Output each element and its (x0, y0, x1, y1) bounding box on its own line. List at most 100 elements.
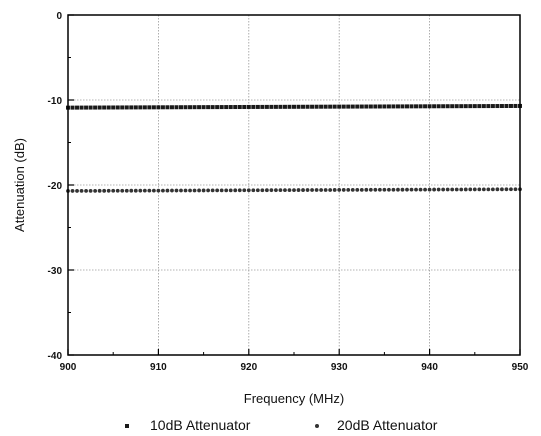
data-point-10db (120, 105, 125, 110)
data-point-10db (215, 105, 220, 110)
y-tick-label: -10 (48, 96, 63, 107)
data-point-10db (499, 104, 504, 109)
data-point-20db (215, 188, 220, 193)
data-point-10db (377, 104, 382, 109)
data-point-20db (468, 187, 473, 192)
data-point-20db (355, 187, 360, 192)
data-point-20db (373, 187, 378, 192)
data-point-10db (97, 105, 102, 110)
data-point-10db (282, 104, 287, 109)
data-point-20db (170, 188, 174, 193)
data-point-20db (188, 188, 192, 193)
data-point-10db (147, 105, 152, 110)
data-point-20db (450, 187, 455, 192)
data-point-20db (115, 188, 120, 193)
data-point-20db (219, 188, 224, 193)
data-point-20db (242, 188, 247, 193)
data-point-10db (454, 104, 459, 109)
legend-label-20db: 20dB Attenuator (337, 417, 438, 433)
data-point-20db (436, 187, 441, 192)
data-point-20db (192, 188, 197, 193)
legend-label-10db: 10dB Attenuator (150, 417, 251, 433)
data-point-10db (260, 104, 265, 109)
data-point-10db (75, 105, 80, 110)
data-point-20db (84, 188, 88, 193)
data-point-10db (337, 104, 342, 109)
x-tick-label: 920 (240, 362, 257, 373)
data-point-20db (463, 187, 468, 192)
data-point-20db (427, 187, 432, 192)
x-tick-label: 930 (331, 362, 348, 373)
data-point-10db (296, 104, 301, 109)
data-point-10db (84, 105, 89, 110)
data-point-20db (346, 187, 351, 192)
data-point-20db (400, 187, 405, 192)
data-point-20db (391, 187, 396, 192)
data-point-10db (292, 104, 296, 109)
data-point-10db (151, 105, 156, 110)
data-point-10db (459, 104, 464, 109)
data-point-10db (210, 105, 215, 110)
data-point-10db (355, 104, 360, 109)
data-point-10db (169, 105, 174, 110)
data-point-20db (441, 187, 446, 192)
data-point-10db (115, 105, 120, 110)
data-point-20db (179, 188, 183, 193)
data-point-10db (513, 103, 518, 108)
data-point-10db (106, 105, 111, 110)
data-point-10db (346, 104, 351, 109)
data-point-10db (264, 104, 269, 109)
legend-marker-10db (125, 424, 129, 428)
data-point-20db (251, 188, 256, 193)
data-point-20db (337, 188, 342, 192)
data-point-20db (292, 188, 296, 193)
data-point-20db (287, 188, 292, 193)
x-tick-label: 900 (60, 362, 77, 373)
data-point-10db (364, 104, 369, 109)
data-point-10db (224, 105, 229, 110)
data-point-10db (391, 104, 396, 109)
data-point-10db (197, 105, 202, 110)
legend: 10dB Attenuator 20dB Attenuator (125, 417, 438, 433)
data-point-20db (459, 187, 464, 192)
data-point-10db (79, 105, 84, 110)
data-point-20db (350, 187, 355, 192)
data-point-20db (264, 188, 269, 193)
data-point-20db (133, 188, 138, 193)
data-point-10db (405, 104, 409, 109)
data-point-10db (445, 104, 450, 109)
data-point-20db (296, 188, 301, 192)
data-point-20db (75, 189, 79, 193)
data-point-20db (120, 188, 125, 193)
data-point-20db (70, 189, 75, 193)
data-point-10db (441, 104, 446, 109)
data-point-20db (161, 188, 165, 193)
data-point-20db (233, 188, 238, 193)
data-point-10db (305, 104, 310, 109)
data-point-10db (165, 105, 170, 110)
data-point-10db (156, 105, 161, 110)
data-point-20db (206, 188, 211, 193)
data-point-10db (423, 104, 428, 109)
data-point-10db (102, 105, 107, 110)
data-point-10db (373, 104, 378, 109)
data-point-20db (314, 188, 319, 192)
data-point-10db (301, 104, 306, 109)
data-point-20db (368, 187, 373, 192)
data-point-10db (350, 104, 355, 109)
data-point-20db (486, 187, 491, 192)
data-point-10db (418, 104, 423, 109)
data-point-10db (504, 104, 509, 109)
data-point-20db (481, 187, 486, 192)
data-point-20db (310, 188, 314, 192)
data-point-10db (341, 104, 346, 109)
data-point-10db (233, 105, 238, 110)
y-axis-label: Attenuation (dB) (12, 138, 27, 232)
data-point-10db (400, 104, 405, 109)
data-point-10db (463, 104, 468, 109)
axis-ticks: 900 910 920 930 940 950 0 -10 -20 -30 -40 (48, 11, 529, 373)
data-point-20db (414, 187, 418, 192)
data-point-10db (495, 104, 500, 109)
data-point-20db (228, 188, 233, 193)
